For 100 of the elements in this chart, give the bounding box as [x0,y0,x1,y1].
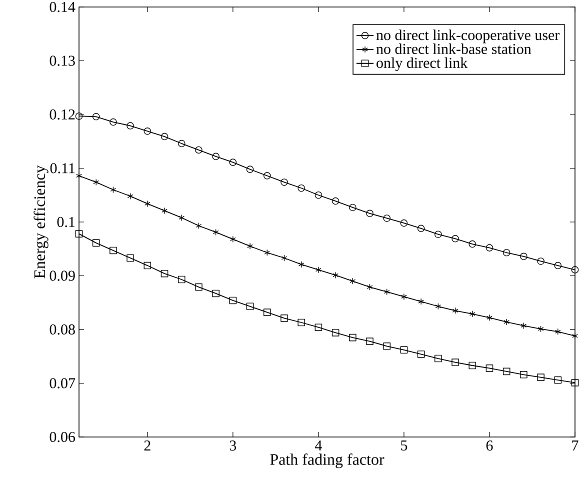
point [314,324,322,331]
point [127,192,134,200]
x-tick-label: 5 [401,440,408,450]
point [75,230,83,238]
y-tick-label: 0.07 [50,378,76,388]
point [144,128,152,135]
point [520,370,528,378]
point [384,288,390,296]
point [212,290,220,298]
y-tick-label: 0.13 [50,56,75,66]
point [469,310,476,318]
point [468,240,476,248]
point [349,334,356,342]
point [212,152,220,160]
point [160,270,168,278]
x-axis-title: Path fading factor [270,453,384,468]
point [126,254,134,262]
point [401,293,407,300]
point [520,252,528,260]
point [230,236,236,243]
point [349,204,356,212]
point [246,166,254,173]
point [314,191,322,199]
point [452,358,459,366]
point [572,332,578,340]
point [263,308,271,316]
point [110,246,117,254]
point [537,374,544,381]
x-tick-label: 3 [230,440,236,451]
point [196,222,202,230]
point [486,364,494,372]
y-tick-label: 0.1 [57,216,75,228]
point [571,266,579,274]
point [366,338,374,345]
point [502,368,510,376]
point [417,350,425,358]
point [298,184,305,192]
point [434,230,442,238]
point [162,207,168,214]
point [110,186,116,194]
point [229,158,237,166]
point [178,276,186,284]
point [400,219,408,227]
point [571,379,579,386]
point [298,318,305,326]
y-tick-label: 0.06 [50,432,76,442]
point [452,235,459,242]
point [554,262,562,270]
point [298,261,304,268]
point [264,249,270,256]
point [93,178,100,186]
point [417,224,425,232]
y-tick-label: 0.11 [50,163,75,174]
point [418,298,424,305]
point [383,342,391,350]
point [263,172,271,180]
point [280,178,288,186]
point [144,262,152,270]
point [178,140,186,148]
point [281,254,288,262]
point [195,283,202,291]
point [92,112,100,120]
point [504,318,510,326]
y-tick-label: 0.08 [50,324,75,335]
point [144,200,150,208]
point [247,242,253,250]
point [280,314,288,322]
point [195,146,202,154]
point [366,284,373,290]
point [486,314,492,322]
point [246,302,254,310]
legend-label: no direct link-base station [376,44,532,54]
point [366,210,374,218]
point [316,266,322,274]
point [486,244,494,252]
y-tick-label: 0.12 [50,109,75,120]
point [212,228,219,236]
point [350,278,356,284]
point [554,328,561,335]
x-tick-label: 6 [486,440,493,451]
legend-label: no direct link-cooperative user [376,30,560,44]
point [383,214,391,222]
legend-label: only direct link [376,57,468,72]
point [554,376,562,384]
point [76,172,82,180]
y-tick-label: 0.14 [50,2,76,12]
point [229,296,237,304]
point [178,214,185,222]
point [110,118,117,126]
point [537,258,544,265]
point [75,112,83,120]
point [400,346,408,354]
point [452,307,458,314]
x-tick-label: 7 [572,440,578,450]
point [92,239,100,247]
point [332,272,338,279]
point [435,303,442,310]
point [520,322,527,330]
point [332,329,340,336]
y-tick-label: 0.09 [50,270,75,281]
